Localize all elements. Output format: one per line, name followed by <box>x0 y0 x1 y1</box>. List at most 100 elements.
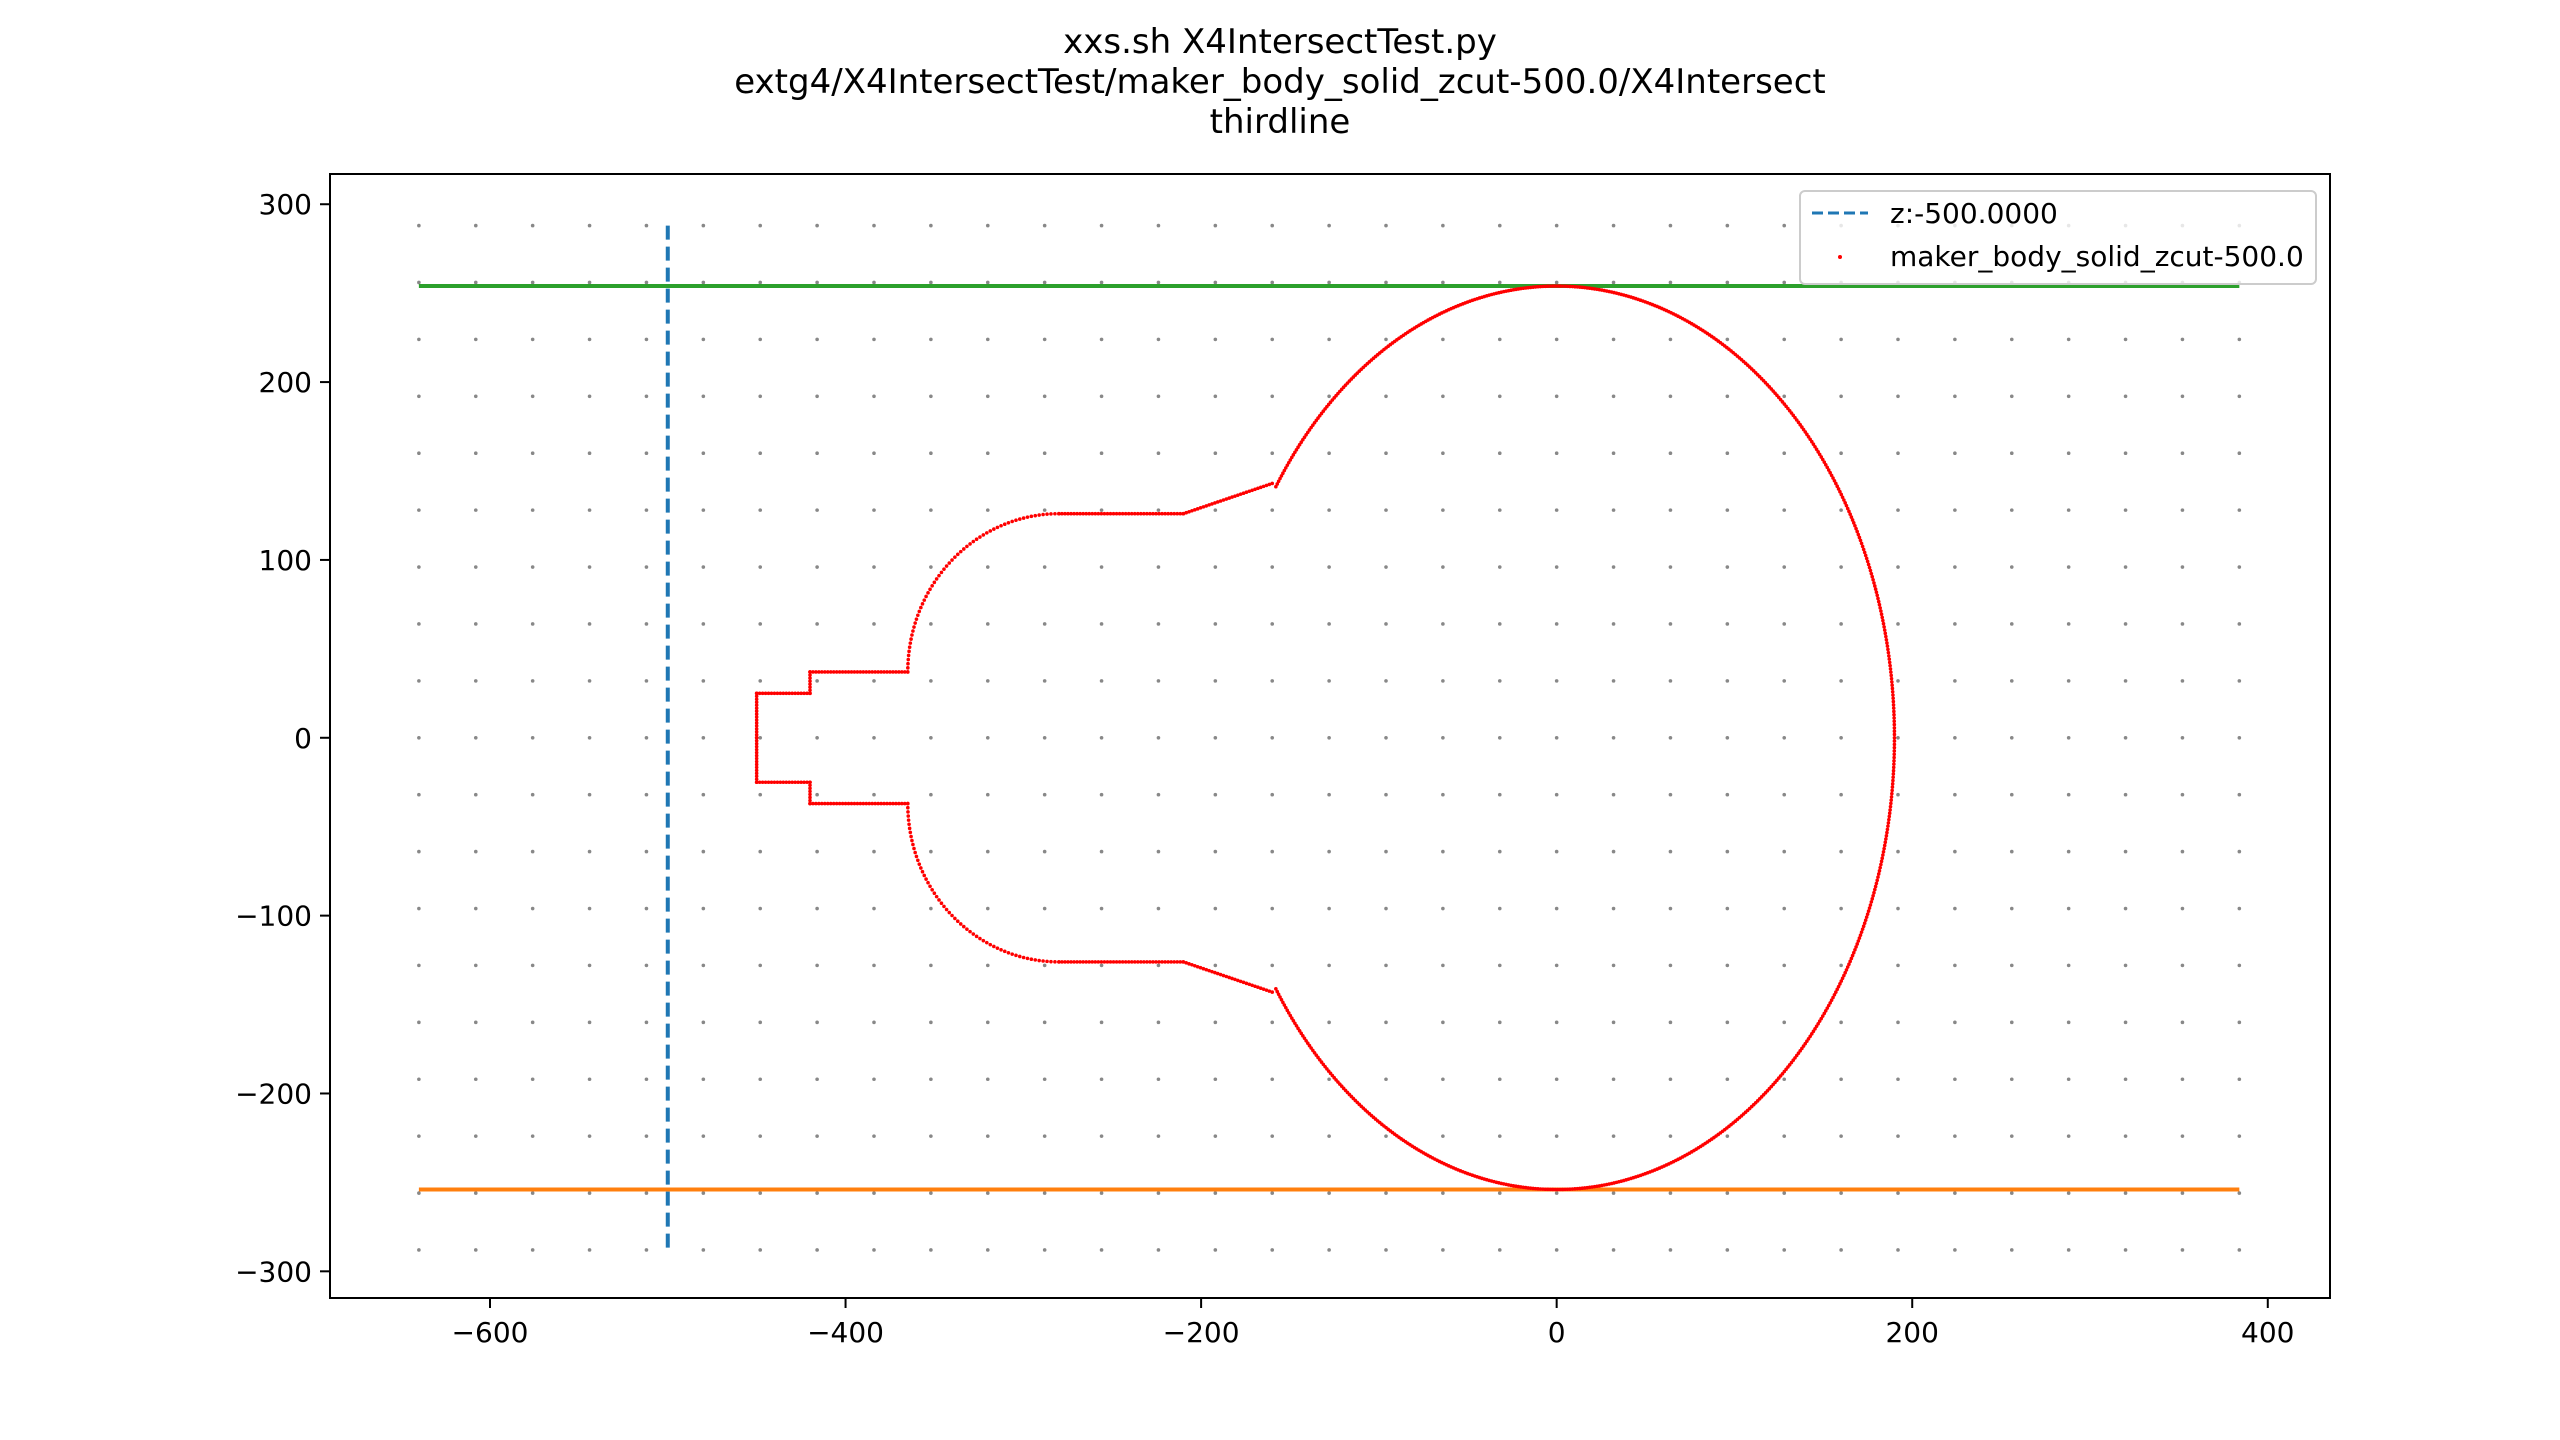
intersect-point <box>1891 706 1896 710</box>
intersect-point <box>1145 960 1149 964</box>
grid-dot <box>417 963 421 968</box>
intersect-point <box>1891 765 1896 770</box>
intersect-point <box>894 801 898 806</box>
grid-dot <box>1270 622 1275 626</box>
grid-dot <box>1497 792 1502 797</box>
grid-dot <box>1099 1191 1104 1195</box>
grid-dot <box>1156 1134 1161 1138</box>
grid-dot <box>701 394 706 399</box>
intersect-point <box>808 801 812 806</box>
intersect-point <box>1117 960 1122 964</box>
intersect-point <box>897 801 901 806</box>
intersect-point <box>913 621 917 625</box>
grid-dot <box>1384 508 1388 512</box>
grid-dot <box>985 906 990 911</box>
grid-dot <box>2180 1191 2185 1195</box>
intersect-point <box>1847 962 1851 967</box>
intersect-point <box>1853 948 1857 952</box>
grid-dot <box>2180 1020 2185 1025</box>
intersect-point <box>1142 960 1146 964</box>
intersect-point <box>1856 939 1861 943</box>
intersect-point <box>855 670 860 674</box>
intersect-point <box>1014 518 1018 523</box>
grid-dot <box>1270 792 1275 797</box>
grid-dot <box>1839 735 1843 740</box>
intersect-point <box>1010 952 1014 956</box>
grid-dot <box>815 735 819 740</box>
intersect-point <box>1256 486 1260 491</box>
grid-dot <box>2123 735 2128 740</box>
intersect-point <box>1166 960 1170 964</box>
grid-dot <box>2237 622 2242 626</box>
grid-dot <box>2009 679 2014 683</box>
intersect-point <box>873 670 877 674</box>
grid-dot <box>1839 1191 1843 1195</box>
intersect-point <box>1049 959 1053 964</box>
intersect-point <box>1892 759 1896 763</box>
intersect-point <box>981 533 986 537</box>
grid-dot <box>530 1077 535 1082</box>
intersect-point <box>790 691 795 696</box>
y-tick-label: −200 <box>235 1077 312 1110</box>
intersect-point <box>808 798 812 803</box>
intersect-point <box>1111 960 1116 964</box>
intersect-point <box>1069 511 1073 516</box>
intersect-point <box>754 733 759 737</box>
grid-dot <box>1384 451 1388 456</box>
intersect-point <box>1859 541 1864 546</box>
intersect-point <box>754 700 759 705</box>
intersect-point <box>1848 512 1852 517</box>
intersect-point <box>908 641 913 645</box>
grid-dot <box>1554 337 1559 342</box>
intersect-point <box>1892 739 1897 743</box>
grid-dot <box>872 1191 876 1195</box>
intersect-point <box>917 862 922 866</box>
intersect-point <box>1069 960 1073 964</box>
grid-dot <box>473 451 478 456</box>
intersect-point <box>1860 544 1865 549</box>
intersect-point <box>947 561 952 565</box>
grid-dot <box>929 1020 933 1025</box>
intersect-point <box>1888 663 1892 668</box>
grid-dot <box>644 223 649 228</box>
grid-dot <box>1497 223 1502 228</box>
intersect-point <box>834 670 839 674</box>
grid-dot <box>1896 1077 1900 1082</box>
intersect-point <box>1163 511 1167 516</box>
intersect-point <box>1890 686 1895 691</box>
grid-dot <box>758 1191 763 1195</box>
intersect-point <box>1053 511 1057 516</box>
grid-dot <box>1213 849 1218 854</box>
intersect-point <box>1886 650 1891 655</box>
intersect-point <box>754 721 759 725</box>
intersect-point <box>1290 1016 1294 1020</box>
grid-dot <box>1213 735 1218 740</box>
intersect-point <box>1882 846 1886 851</box>
grid-dot <box>1213 280 1218 285</box>
grid-dot <box>530 223 535 228</box>
intersect-point <box>754 762 759 767</box>
intersect-point <box>1875 593 1880 598</box>
intersect-point <box>1029 957 1034 962</box>
grid-dot <box>417 622 421 626</box>
grid-dot <box>1384 735 1388 740</box>
grid-dot <box>1611 565 1616 569</box>
intersect-point <box>1139 960 1143 964</box>
intersect-point <box>930 887 934 892</box>
grid-dot <box>701 1134 706 1138</box>
intersect-point <box>802 691 806 696</box>
intersect-point <box>808 685 812 690</box>
grid-dot <box>815 1191 819 1195</box>
grid-dot <box>473 223 478 228</box>
intersect-point <box>1285 1008 1290 1013</box>
grid-dot <box>1156 906 1161 911</box>
intersect-point <box>1843 970 1847 975</box>
grid-dot <box>530 792 535 797</box>
grid-dot <box>1156 1248 1161 1252</box>
grid-dot <box>1953 1191 1957 1195</box>
grid-dot <box>1042 1020 1047 1025</box>
intersect-point <box>1886 821 1891 825</box>
intersect-point <box>1865 559 1870 564</box>
grid-dot <box>530 1191 535 1195</box>
grid-dot <box>815 280 819 285</box>
